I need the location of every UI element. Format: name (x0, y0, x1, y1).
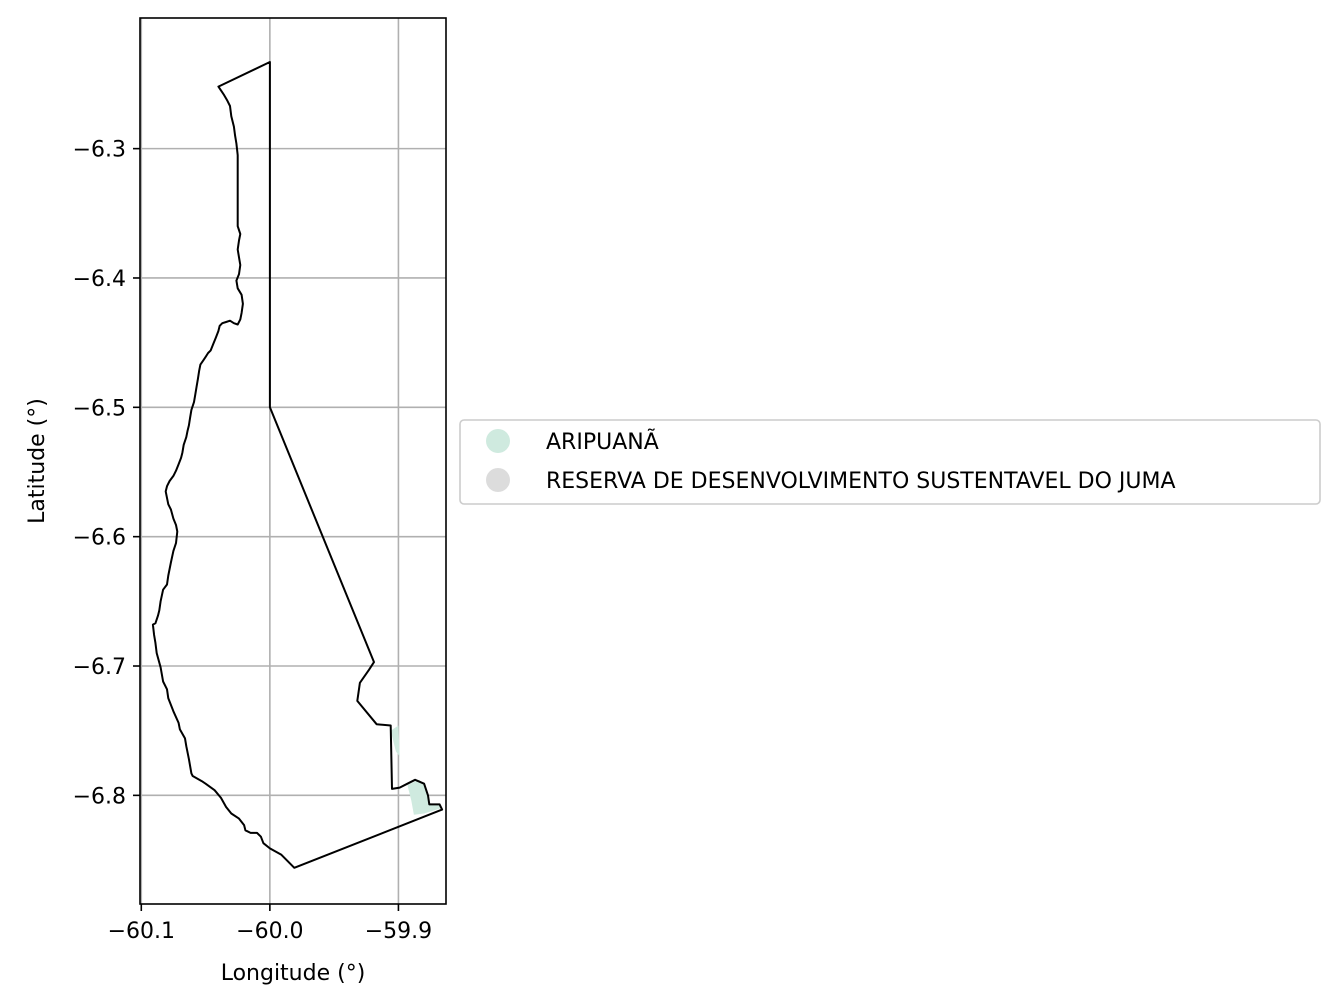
x-axis-label: Longitude (°) (221, 961, 366, 986)
axis-ticks: −60.1 −60.0 −59.9 −6.3 −6.4 −6.5 −6.6 −6.7 −6.8 (73, 138, 433, 944)
y-tick-label-2: −6.5 (73, 396, 126, 421)
legend-label-reserva-juma: RESERVA DE DESENVOLVIMENTO SUSTENTAVEL D… (546, 469, 1176, 494)
axes-frame (139, 17, 447, 905)
y-tick-label-3: −6.6 (73, 526, 126, 551)
y-tick-label-4: −6.7 (73, 655, 126, 680)
x-tick-label-2: −59.9 (365, 919, 432, 944)
y-tick-label-0: −6.3 (73, 138, 126, 163)
region-aripuana-0 (390, 725, 400, 757)
legend-marker-aripuana (486, 429, 510, 453)
y-tick-label-5: −6.8 (73, 784, 126, 809)
legend-marker-reserva-juma (486, 468, 510, 492)
y-tick-label-1: −6.4 (73, 267, 126, 292)
region-reserva-juma-2 (151, 61, 444, 869)
legend-label-aripuana: ARIPUANÃ (546, 428, 659, 455)
x-tick-label-1: −60.0 (236, 919, 303, 944)
y-axis-label: Latitude (°) (25, 398, 50, 524)
region-aripuana-1 (407, 779, 441, 815)
legend: ARIPUANÃ RESERVA DE DESENVOLVIMENTO SUST… (459, 419, 1321, 505)
x-tick-label-0: −60.1 (108, 919, 175, 944)
map-regions (151, 61, 444, 869)
legend-box (459, 419, 1321, 505)
